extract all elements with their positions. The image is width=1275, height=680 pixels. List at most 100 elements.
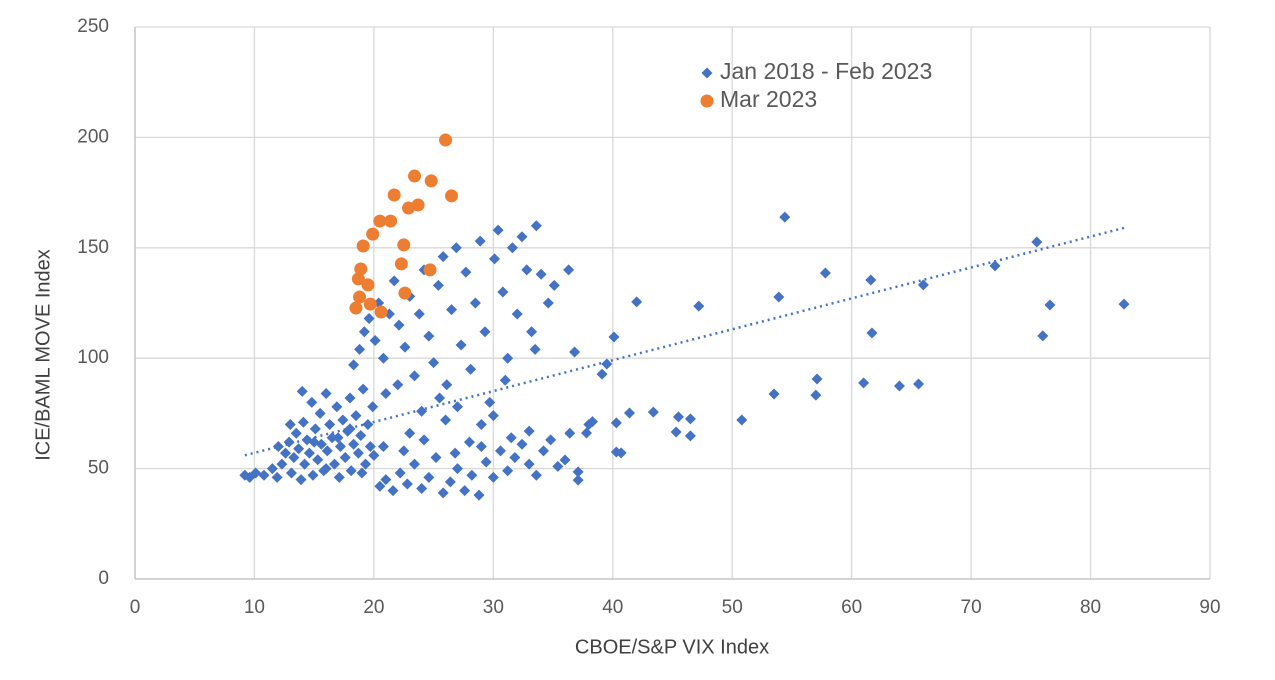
point	[285, 467, 297, 479]
y-tick-label: 100	[77, 347, 109, 368]
point	[455, 339, 467, 351]
point	[810, 389, 822, 401]
point	[351, 272, 365, 286]
point	[530, 469, 542, 481]
point	[444, 476, 456, 488]
point	[384, 214, 398, 228]
point	[332, 432, 344, 444]
point	[409, 458, 420, 470]
point	[437, 487, 449, 499]
point	[511, 308, 523, 320]
point	[428, 357, 440, 369]
point	[530, 220, 542, 232]
point	[364, 441, 376, 453]
point	[306, 396, 318, 408]
point	[624, 407, 635, 419]
point	[445, 189, 459, 203]
point	[367, 401, 379, 413]
point	[354, 343, 366, 355]
point	[418, 434, 430, 446]
point	[374, 480, 386, 492]
point	[502, 465, 514, 477]
point	[989, 260, 1001, 272]
point	[374, 305, 388, 319]
point	[487, 410, 499, 422]
point	[284, 418, 296, 430]
point	[542, 297, 554, 309]
point	[736, 414, 748, 426]
point	[1118, 298, 1130, 310]
point	[449, 447, 461, 459]
point	[350, 410, 362, 422]
point	[321, 445, 333, 457]
point	[423, 330, 435, 342]
point	[368, 449, 380, 461]
point	[356, 239, 370, 253]
point	[548, 279, 560, 291]
point	[529, 343, 541, 355]
point	[538, 445, 549, 457]
point	[392, 379, 404, 391]
point	[331, 401, 343, 413]
point	[423, 471, 435, 483]
point	[552, 460, 564, 472]
point	[865, 274, 877, 286]
point	[535, 268, 547, 280]
point	[484, 396, 496, 408]
point	[401, 478, 413, 490]
point	[334, 441, 346, 453]
x-tick-label: 90	[1199, 597, 1220, 618]
point	[348, 359, 360, 371]
point	[670, 426, 682, 438]
point	[596, 368, 608, 380]
point	[303, 447, 315, 459]
x-axis-title: CBOE/S&P VIX Index	[575, 636, 769, 658]
point	[408, 169, 421, 183]
point	[363, 297, 377, 311]
point	[352, 447, 364, 459]
point	[357, 383, 369, 395]
point	[399, 341, 411, 353]
point	[583, 418, 595, 430]
legend-label: Jan 2018 - Feb 2023	[720, 58, 932, 84]
point	[434, 392, 446, 404]
point	[523, 425, 535, 437]
point	[312, 454, 324, 466]
y-tick-label: 50	[88, 458, 109, 479]
point	[913, 378, 925, 390]
point	[314, 407, 326, 419]
point	[430, 452, 442, 464]
point	[363, 312, 375, 324]
point	[299, 458, 311, 470]
point	[465, 363, 477, 375]
y-tick-label: 150	[77, 237, 109, 258]
x-tick-label: 20	[363, 597, 384, 618]
point	[380, 388, 392, 400]
x-tick-label: 60	[841, 597, 862, 618]
point	[446, 304, 458, 316]
point	[266, 463, 278, 475]
point	[475, 441, 487, 453]
point	[693, 300, 705, 312]
point	[489, 253, 501, 265]
point	[631, 296, 643, 308]
point	[672, 411, 684, 423]
y-axis-title: ICE/BAML MOVE Index	[32, 249, 54, 461]
point	[564, 427, 576, 439]
point	[339, 452, 351, 464]
point	[356, 467, 368, 479]
x-tick-label: 40	[602, 597, 623, 618]
point	[440, 414, 452, 426]
point	[349, 301, 363, 315]
x-tick-label: 10	[244, 597, 265, 618]
point	[361, 278, 375, 292]
point	[345, 465, 357, 477]
point	[495, 445, 506, 457]
point	[487, 471, 499, 483]
point	[320, 388, 332, 400]
point	[402, 201, 416, 215]
x-tick-label: 50	[722, 597, 743, 618]
point	[506, 242, 518, 254]
point	[505, 432, 517, 444]
